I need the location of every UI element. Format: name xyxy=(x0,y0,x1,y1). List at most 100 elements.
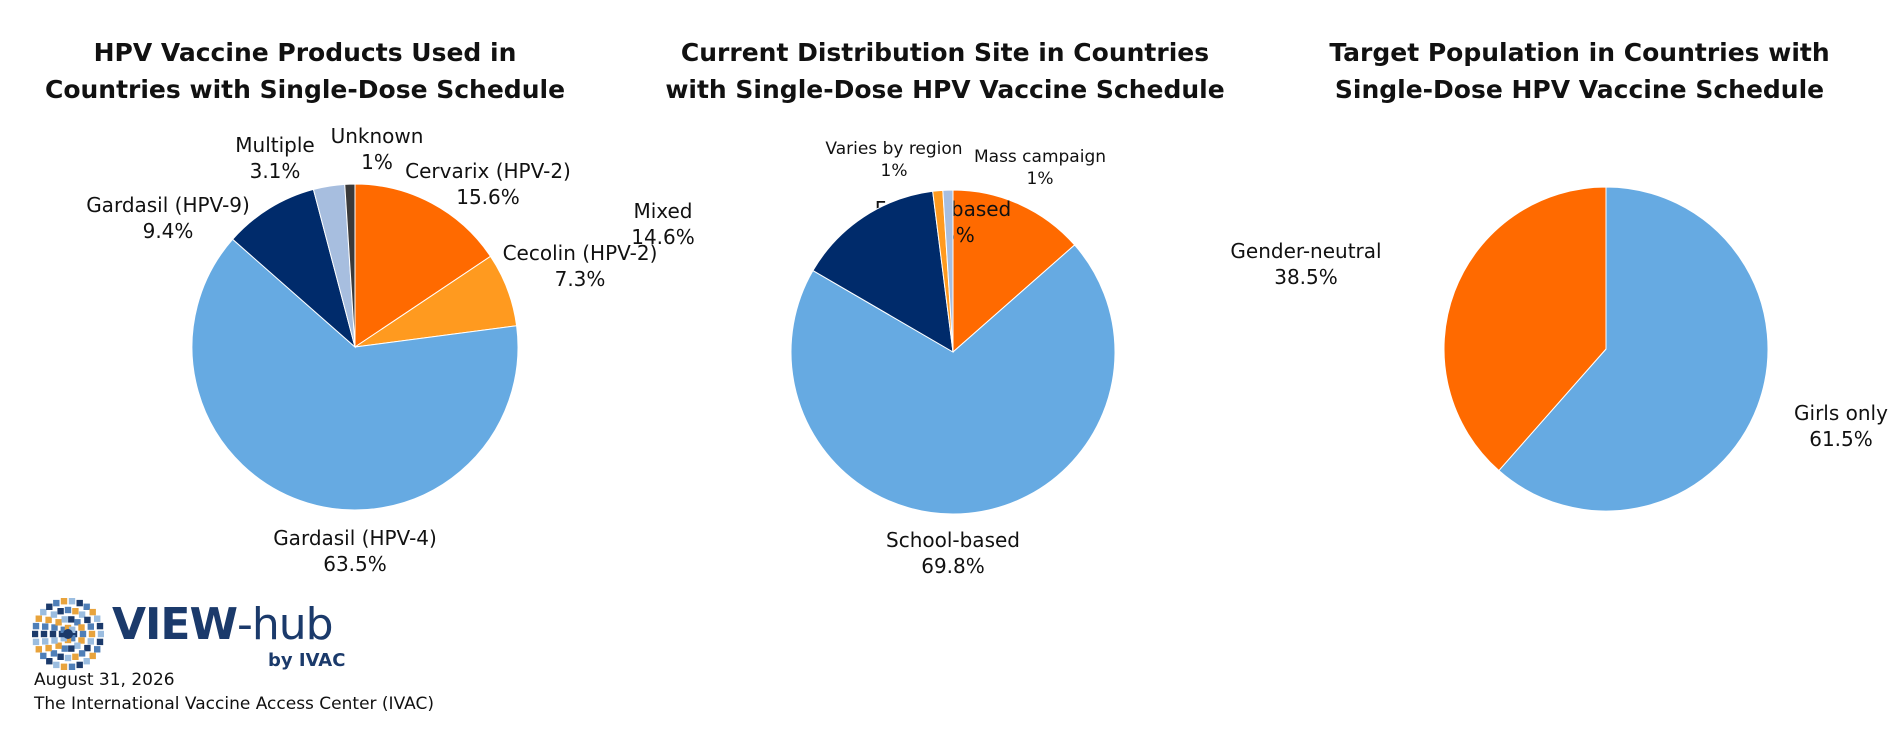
logo-tile xyxy=(60,626,67,633)
chart-title-line-1: HPV Vaccine Products Used in xyxy=(93,38,517,67)
slice-label-gardasil-hpv-9: Gardasil (HPV-9) 9.4% xyxy=(86,193,250,243)
logo-tile xyxy=(68,598,76,605)
chart-title: Target Population in Countries with Sing… xyxy=(1270,34,1889,108)
logo-tile xyxy=(60,635,67,642)
logo-tile xyxy=(45,644,52,652)
logo-tile xyxy=(84,616,91,624)
slice-label-mass-campaign: Mass campaign 1% xyxy=(974,147,1106,189)
logo-tile xyxy=(76,661,83,669)
logo-tile xyxy=(61,645,68,652)
logo-tile xyxy=(70,630,78,638)
logo-tile xyxy=(40,630,48,638)
slice-label-school-based: School-based 69.8% xyxy=(886,528,1020,578)
logo-tile xyxy=(46,603,53,610)
logo-tile xyxy=(94,646,101,653)
pie-slice-girls-only xyxy=(1498,186,1769,512)
logo-tile xyxy=(49,630,57,638)
logo-tile xyxy=(78,650,86,657)
logo-tile xyxy=(64,654,72,662)
logo-tile xyxy=(35,615,42,622)
pie-slice-facility-based xyxy=(952,189,1076,354)
logo-tile xyxy=(51,624,58,631)
slice-label-mixed: Mixed 14.6% xyxy=(631,199,695,249)
logo-tile xyxy=(74,619,81,626)
chart-title-line-1: Target Population in Countries with xyxy=(1329,38,1830,67)
chart-panel-products: HPV Vaccine Products Used in Countries w… xyxy=(0,0,657,600)
chart-title-line-1: Current Distribution Site in Countries xyxy=(680,38,1210,67)
logo-word-rest: -hub xyxy=(237,599,334,650)
logo-tile xyxy=(57,653,64,660)
logo-tile xyxy=(84,644,91,652)
logo-tile xyxy=(87,638,94,645)
chart-title: Current Distribution Site in Countries w… xyxy=(630,34,1260,108)
logo-tile xyxy=(57,608,64,615)
logo-tile xyxy=(35,646,42,653)
chart-panel-target: Target Population in Countries with Sing… xyxy=(1230,0,1889,600)
logo-tile xyxy=(68,616,75,623)
logo-tile xyxy=(53,599,60,607)
logo-tile xyxy=(64,636,72,644)
pie-slice-mixed xyxy=(812,190,954,353)
logo-tile xyxy=(69,626,76,633)
pie-chart-distribution: Facility-based13.5%School-based69.8%Mixe… xyxy=(631,139,1116,578)
logo-tile xyxy=(83,603,90,610)
logo-tile xyxy=(55,642,62,649)
logo-core xyxy=(63,629,73,639)
pie-slice-gardasil-hpv-9 xyxy=(231,188,356,349)
logo-tile xyxy=(94,615,101,622)
logo-tile xyxy=(40,652,47,660)
logo-tile xyxy=(87,623,94,630)
logo-byline: by IVAC xyxy=(268,650,346,671)
logo-tile xyxy=(96,638,104,646)
logo-tile xyxy=(58,630,66,638)
view-hub-logo: VIEW-hub by IVAC xyxy=(32,598,352,678)
logo-tile xyxy=(68,645,75,652)
logo-tile xyxy=(64,624,72,632)
logo-mark-icon xyxy=(32,598,104,670)
logo-tile xyxy=(78,637,85,644)
logo-tile xyxy=(45,616,52,624)
logo-tile xyxy=(79,630,87,638)
logo-tile xyxy=(61,616,68,623)
footer-organization: The International Vaccine Access Center … xyxy=(34,694,434,714)
slice-label-multiple: Multiple 3.1% xyxy=(235,133,314,183)
slice-label-unknown: Unknown 1% xyxy=(331,124,424,174)
logo-tile xyxy=(32,638,40,646)
pie-chart-target: Girls only 61.5% Gender-neutral 38.5% xyxy=(1230,186,1888,512)
logo-tile xyxy=(83,658,90,665)
logo-tile xyxy=(96,622,104,630)
chart-title-line-2: with Single-Dose HPV Vaccine Schedule xyxy=(665,75,1225,104)
pie-slice-cervarix-hpv-2 xyxy=(354,183,492,348)
logo-tile xyxy=(72,653,79,660)
logo-tile xyxy=(64,606,72,614)
logo-tile xyxy=(89,608,96,616)
pie-slice-school-based xyxy=(790,244,1116,515)
logo-tile xyxy=(60,598,68,605)
logo-tile xyxy=(32,622,40,630)
chart-title-line-2: Countries with Single-Dose Schedule xyxy=(44,75,566,104)
logo-tile xyxy=(55,619,62,626)
logo-tile xyxy=(88,630,96,638)
logo-tile xyxy=(97,630,104,638)
logo-tile xyxy=(89,652,96,660)
slice-label-cervarix-hpv-2: Cervarix (HPV-2) 15.6% xyxy=(405,159,571,209)
slice-label-gardasil-hpv-4: Gardasil (HPV-4) 63.5% xyxy=(273,526,437,576)
slice-label-gender-neutral: Gender-neutral 38.5% xyxy=(1230,239,1381,289)
logo-tile xyxy=(53,661,60,669)
logo-tile xyxy=(78,611,86,618)
slice-label-girls-only: Girls only 61.5% xyxy=(1794,401,1888,451)
logo-tile xyxy=(60,663,68,670)
logo-word-bold: VIEW xyxy=(112,599,238,650)
logo-wordmark: VIEW-hub xyxy=(112,598,334,652)
logo-tile xyxy=(42,623,49,630)
pie-slice-mass-campaign xyxy=(942,189,954,353)
slice-label-varies-by-region: Varies by region 1% xyxy=(825,139,962,181)
logo-tile xyxy=(42,638,49,645)
pie-chart-products: Cervarix (HPV-2) 15.6% Cecolin (HPV-2) 7.3%… xyxy=(86,124,657,576)
pie-slice-unknown xyxy=(344,183,356,348)
logo-tile xyxy=(46,658,53,665)
logo-tile xyxy=(76,599,83,607)
pie-slice-gardasil-hpv-4 xyxy=(191,238,519,511)
slice-label-cecolin-hpv-2: Cecolin (HPV-2) 7.3% xyxy=(503,241,658,291)
chart-title: HPV Vaccine Products Used in Countries w… xyxy=(0,34,610,108)
